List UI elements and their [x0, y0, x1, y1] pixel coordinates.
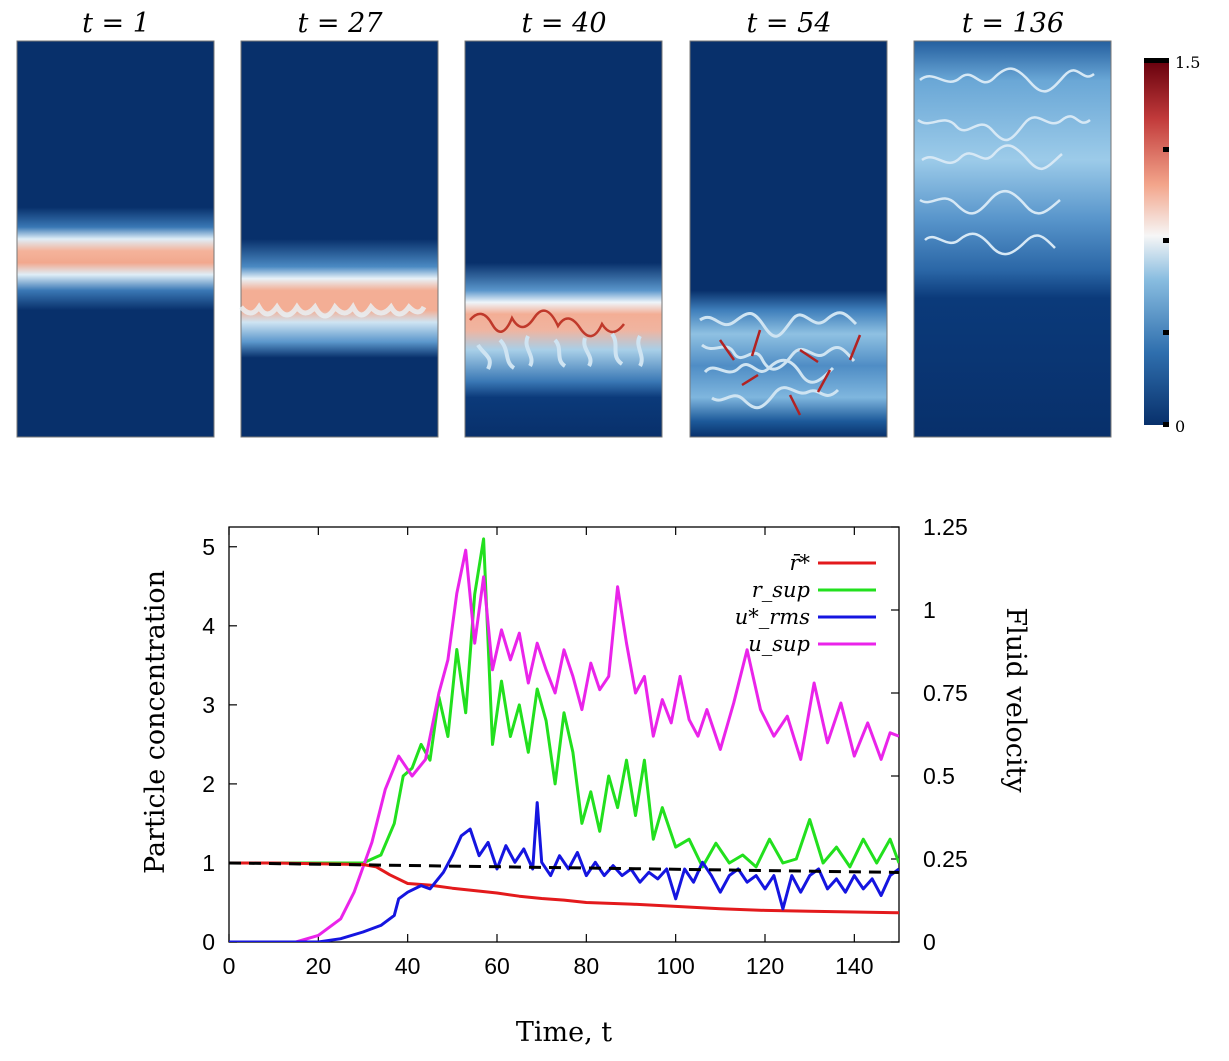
y-left-tick-label: 3: [202, 692, 215, 718]
y-left-ticks: 0 1 2 3 4 5: [202, 534, 237, 955]
y-right-ticks: 0 0.25 0.5 0.75 1 1.25: [891, 514, 968, 955]
legend-label: u*_rms: [735, 605, 810, 629]
colorbar-min-label: 0: [1175, 417, 1185, 436]
panel-t1: t = 1: [16, 8, 215, 438]
y-right-tick-label: 1.25: [923, 514, 968, 540]
y-right-tick-label: 0.25: [923, 846, 968, 872]
legend-label: r_sup: [752, 578, 810, 602]
panel-label-t136: t = 136: [962, 8, 1064, 39]
x-tick-label: 80: [574, 953, 600, 979]
panel-t54: t = 54: [689, 8, 888, 438]
legend: r̄* r_sup u*_rms u_sup: [735, 551, 876, 656]
legend-label: u_sup: [748, 632, 810, 656]
y-left-axis-label: Particle concentration: [140, 570, 171, 874]
line-chart: 0 20 40 60 80 100 120 140 0 1 2 3 4 5 0 0.25 0.5 0.75 1 1…: [140, 514, 1031, 1048]
y-right-axis-label: Fluid velocity: [1000, 607, 1031, 793]
legend-label: r̄*: [789, 551, 810, 575]
x-tick-label: 140: [835, 953, 873, 979]
panel-t27: t = 27: [239, 8, 439, 438]
x-ticks: 0 20 40 60 80 100 120 140: [223, 527, 874, 979]
series-line-3: [229, 548, 899, 942]
x-tick-label: 40: [395, 953, 421, 979]
y-left-tick-label: 5: [202, 534, 215, 560]
colorbar-max-label: 1.5: [1175, 53, 1200, 72]
x-tick-label: 60: [484, 953, 510, 979]
series-line-2: [229, 801, 899, 942]
x-tick-label: 120: [746, 953, 784, 979]
panel-label-t40: t = 40: [522, 8, 607, 39]
panel-t136: t = 136: [913, 8, 1112, 438]
snapshot-panels: t = 1 t = 27 t = 40 t = 54 t = 136: [16, 8, 1112, 438]
reference-dashed-line: [229, 861, 899, 874]
colorbar: 1.5 0: [1144, 53, 1200, 436]
y-left-tick-label: 4: [202, 613, 215, 639]
y-left-tick-label: 2: [202, 771, 215, 797]
x-axis-label: Time, t: [516, 1017, 612, 1048]
x-tick-label: 100: [656, 953, 694, 979]
y-right-tick-label: 0.5: [923, 763, 955, 789]
x-tick-label: 0: [223, 953, 236, 979]
panel-t40: t = 40: [464, 8, 663, 438]
y-right-tick-label: 0: [923, 929, 936, 955]
plot-frame: [228, 526, 900, 943]
series-line-1: [229, 537, 899, 869]
panel-label-t27: t = 27: [298, 8, 384, 39]
y-right-tick-label: 0.75: [923, 680, 968, 706]
x-tick-label: 20: [306, 953, 332, 979]
y-left-tick-label: 1: [202, 850, 215, 876]
y-right-tick-label: 1: [923, 597, 936, 623]
panel-label-t54: t = 54: [747, 8, 832, 39]
y-left-tick-label: 0: [202, 929, 215, 955]
series-layer: [229, 537, 899, 942]
panel-label-t1: t = 1: [82, 8, 150, 39]
